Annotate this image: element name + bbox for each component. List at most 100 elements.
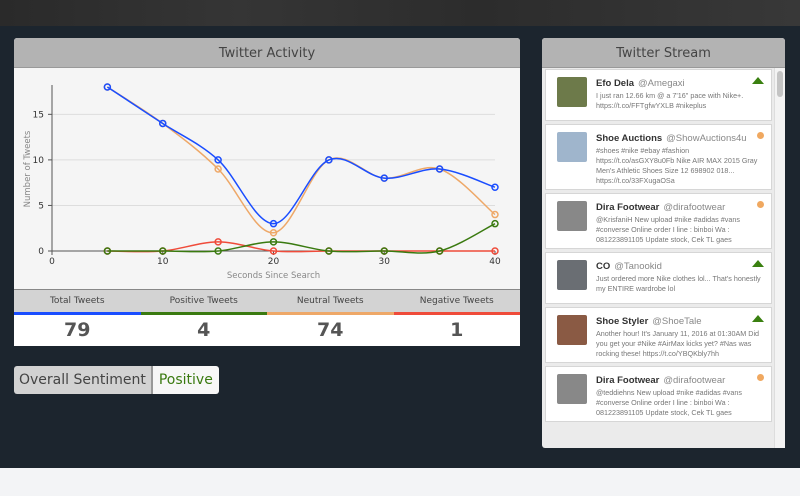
data-point-positive	[491, 219, 499, 228]
x-tick-label: 30	[379, 257, 391, 267]
stat-value: 79	[14, 315, 141, 346]
data-point-total	[380, 174, 388, 182]
neutral-dot-icon	[757, 132, 764, 139]
tweet-handle[interactable]: @ShowAuctions4u	[666, 133, 747, 144]
x-tick-label: 10	[157, 257, 169, 267]
data-point-positive	[325, 247, 333, 255]
tweet-handle[interactable]: @Amegaxi	[638, 78, 685, 89]
tweet-text: Just ordered more Nike clothes lol... Th…	[596, 274, 761, 293]
tweet-handle[interactable]: @dirafootwear	[663, 202, 726, 213]
x-axis-label: Seconds Since Search	[227, 271, 320, 281]
top-banner	[0, 0, 800, 26]
data-point-positive	[435, 247, 444, 255]
tweet-author: Shoe Auctions	[596, 133, 663, 144]
neutral-dot-icon	[757, 201, 764, 208]
tweet-text: Another hour! It's January 11, 2016 at 0…	[596, 329, 760, 358]
avatar	[557, 132, 587, 162]
tweet-author: Dira Footwear	[596, 375, 660, 386]
panel-title: Twitter Activity	[14, 38, 520, 68]
tweet-text: I just ran 12.66 km @ a 7'16" pace with …	[596, 91, 744, 110]
tweet-card[interactable]: Dira Footwear @dirafootwear @KrisfaniH Ne…	[545, 193, 772, 249]
x-tick-label: 40	[489, 257, 501, 267]
stat-neutral: Neutral Tweets 74	[267, 289, 394, 346]
stat-color-bar	[267, 312, 394, 315]
tweet-handle[interactable]: @dirafootwear	[663, 375, 726, 386]
stat-value: 74	[267, 315, 394, 346]
stat-label: Positive Tweets	[140, 289, 267, 312]
overall-sentiment: Overall Sentiment Positive	[14, 366, 219, 394]
tweet-list: Efo Dela @Amegaxi I just ran 12.66 km @ a…	[545, 69, 772, 425]
data-point-total	[214, 156, 222, 164]
data-point-positive	[214, 247, 222, 255]
tweet-card[interactable]: Efo Dela @Amegaxi I just ran 12.66 km @ a…	[545, 69, 772, 121]
data-point-total	[491, 183, 499, 191]
data-point-negative	[214, 238, 222, 246]
tweet-text: @KrisfaniH New upload #nike #adidas #van…	[596, 215, 740, 244]
avatar	[557, 201, 587, 231]
data-point-total	[325, 156, 333, 164]
avatar	[557, 260, 587, 290]
stat-positive: Positive Tweets 4	[140, 289, 267, 346]
tweet-text: #shoes #nike #ebay #fashion https://t.co…	[596, 146, 758, 185]
data-point-negative	[491, 247, 499, 255]
neutral-dot-icon	[757, 374, 764, 381]
data-point-neutral	[269, 229, 278, 237]
stat-label: Negative Tweets	[393, 289, 520, 312]
stat-negative: Negative Tweets 1	[393, 289, 520, 346]
positive-triangle-icon	[752, 77, 764, 84]
y-tick-label: 0	[38, 247, 44, 257]
tweet-author: CO	[596, 261, 611, 272]
y-axis-label: Number of Tweets	[23, 130, 33, 207]
avatar	[557, 374, 587, 404]
data-point-total	[435, 165, 444, 173]
stats-row: Total Tweets 79 Positive Tweets 4 Neutral Tw…	[14, 289, 520, 346]
scrollbar[interactable]	[774, 68, 785, 448]
y-tick-label: 10	[33, 156, 45, 166]
tweet-card[interactable]: Shoe Auctions @ShowAuctions4u #shoes #nik…	[545, 124, 772, 190]
data-point-positive	[269, 238, 278, 246]
tweet-handle[interactable]: @Tanookid	[614, 261, 662, 272]
tweet-author: Efo Dela	[596, 78, 635, 89]
avatar	[557, 315, 587, 345]
tweet-author: Dira Footwear	[596, 202, 660, 213]
sentiment-label: Overall Sentiment	[14, 366, 153, 394]
tweet-card[interactable]: Shoe Styler @ShoeTale Another hour! It's …	[545, 307, 772, 363]
x-tick-label: 20	[268, 257, 280, 267]
data-point-neutral	[491, 210, 499, 219]
data-point-negative	[269, 247, 278, 255]
twitter-stream-panel: Twitter Stream Efo Dela @Amegaxi I just r…	[542, 38, 785, 448]
stat-total: Total Tweets 79	[14, 289, 141, 346]
data-point-positive	[103, 247, 112, 255]
y-tick-label: 5	[38, 201, 44, 211]
stat-label: Neutral Tweets	[267, 289, 394, 312]
activity-chart: 0 5 10 15 0 10 20 30 40 Seconds Since Search Numbe…	[23, 83, 501, 281]
stat-value: 4	[140, 315, 267, 346]
y-tick-label: 15	[33, 110, 44, 120]
series-line-total	[106, 86, 496, 225]
positive-triangle-icon	[752, 315, 764, 322]
panel-title: Twitter Stream	[542, 38, 785, 68]
data-point-positive	[380, 247, 388, 255]
stat-label: Total Tweets	[14, 289, 141, 312]
positive-triangle-icon	[752, 260, 764, 267]
sentiment-value: Positive	[152, 366, 219, 394]
avatar	[557, 77, 587, 107]
data-point-total	[159, 119, 167, 128]
series-line-positive	[107, 222, 496, 254]
tweet-text: @teddiehns New upload #nike #adidas #van…	[596, 388, 742, 417]
data-point-total	[269, 219, 278, 228]
tweet-author: Shoe Styler	[596, 316, 649, 327]
x-tick-label: 0	[49, 257, 55, 267]
tweet-card[interactable]: Dira Footwear @dirafootwear @teddiehns Ne…	[545, 366, 772, 422]
twitter-activity-panel: Twitter Activity 0 5 10 15 0 10 20 30 40 Seconds …	[14, 38, 520, 346]
data-point-positive	[159, 247, 167, 255]
scrollbar-thumb[interactable]	[777, 71, 783, 97]
tweet-card[interactable]: CO @Tanookid Just ordered more Nike cloth…	[545, 252, 772, 304]
tweet-handle[interactable]: @ShoeTale	[652, 316, 702, 327]
stat-color-bar	[140, 312, 267, 315]
stat-value: 1	[393, 315, 520, 346]
footer	[0, 468, 800, 496]
data-point-neutral	[214, 165, 222, 173]
stat-color-bar	[14, 312, 141, 315]
stat-color-bar	[393, 312, 520, 315]
